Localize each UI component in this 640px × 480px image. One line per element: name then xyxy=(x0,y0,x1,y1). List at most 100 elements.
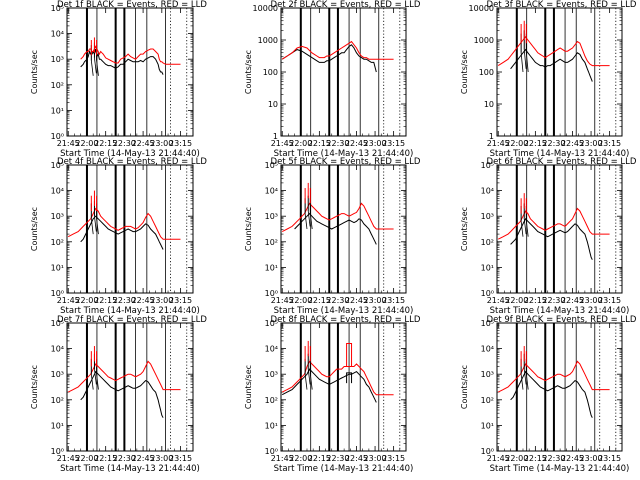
x-axis-label: Start Time (14-May-13 21:44:40) xyxy=(60,464,200,474)
plot-frame xyxy=(66,164,194,294)
y-tick-label: 10² xyxy=(481,238,494,247)
x-tick-label: 23:15 xyxy=(598,454,621,463)
x-tick-label: 23:15 xyxy=(382,296,405,305)
x-tick-label: 22:30 xyxy=(113,296,136,305)
x-tick-label: 22:45 xyxy=(132,454,155,463)
plot-frame xyxy=(280,7,407,137)
y-tick-label: 100 xyxy=(263,68,278,77)
spike-decay-events xyxy=(307,369,311,385)
x-tick-label: 22:45 xyxy=(561,454,584,463)
x-axis-label: Start Time (14-May-13 21:44:40) xyxy=(274,149,414,159)
x-tick-label: 21:45 xyxy=(57,139,80,148)
y-tick-label: 10⁵ xyxy=(481,161,494,170)
x-tick-label: 22:45 xyxy=(345,454,368,463)
x-tick-label: 22:30 xyxy=(542,139,565,148)
spike-decay-events xyxy=(523,218,527,235)
x-tick-label: 21:45 xyxy=(487,296,510,305)
spike-decay-events xyxy=(94,369,97,385)
panel-title: Det 3f BLACK = Events, RED = LLD xyxy=(487,0,637,10)
plateau-events xyxy=(346,372,353,384)
plot-frame xyxy=(280,164,407,294)
panel-det8: Det 8f BLACK = Events, RED = LLD 10⁰ 10¹ 10… xyxy=(244,315,421,474)
y-tick-label: 1000 xyxy=(258,36,278,45)
x-tick-label: 21:45 xyxy=(271,139,294,148)
y-tick-label: 10³ xyxy=(265,370,278,379)
x-tick-label: 23:15 xyxy=(382,139,405,148)
x-tick-label: 22:15 xyxy=(524,139,547,148)
y-tick-label: 10⁴ xyxy=(265,345,278,354)
x-tick-label: 23:00 xyxy=(580,454,603,463)
y-tick-label: 10³ xyxy=(481,370,494,379)
x-tick-label: 22:15 xyxy=(308,296,331,305)
x-tick-label: 21:45 xyxy=(487,139,510,148)
y-tick-label: 10¹ xyxy=(265,263,278,272)
x-tick-label: 22:30 xyxy=(326,139,349,148)
y-axis-label: Counts/sec xyxy=(244,365,253,409)
panel-det2: Det 2f BLACK = Events, RED = LLD 1 10 100 10… xyxy=(244,0,421,159)
y-tick-label: 100 xyxy=(479,68,494,77)
y-tick-label: 10³ xyxy=(51,370,64,379)
x-tick-label: 22:15 xyxy=(308,454,331,463)
y-axis-label: Counts/sec xyxy=(244,50,253,94)
x-tick-label: 22:00 xyxy=(505,454,528,463)
plateau-lld xyxy=(346,342,353,367)
y-tick-label: 10¹ xyxy=(481,263,494,272)
y-tick-label: 10² xyxy=(265,396,278,405)
y-axis-label: Counts/sec xyxy=(30,207,39,251)
x-tick-label: 22:45 xyxy=(561,139,584,148)
plot-frame xyxy=(496,322,623,452)
x-tick-label: 22:15 xyxy=(524,454,547,463)
y-tick-label: 10 xyxy=(484,100,494,109)
plot-frame xyxy=(496,164,623,294)
x-tick-label: 21:45 xyxy=(57,296,80,305)
x-tick-label: 21:45 xyxy=(271,296,294,305)
spike-decay-events xyxy=(90,218,94,235)
y-axis-label: Counts/sec xyxy=(460,207,469,251)
plot-frame xyxy=(66,7,194,137)
plot-frame xyxy=(496,7,623,137)
y-tick-label: 10⁴ xyxy=(481,187,494,196)
x-axis-label: Start Time (14-May-13 21:44:40) xyxy=(274,464,414,474)
y-tick-label: 10⁰ xyxy=(51,289,64,298)
x-tick-label: 22:00 xyxy=(75,139,98,148)
y-tick-label: 10⁰ xyxy=(51,447,64,456)
y-tick-label: 10000 xyxy=(469,4,494,13)
spike-decay-events xyxy=(90,374,94,390)
x-tick-label: 22:30 xyxy=(326,454,349,463)
x-tick-label: 23:00 xyxy=(150,139,173,148)
y-tick-label: 10⁵ xyxy=(481,319,494,328)
x-tick-label: 22:30 xyxy=(113,454,136,463)
x-tick-label: 23:00 xyxy=(150,296,173,305)
spike-decay-events xyxy=(309,213,313,230)
x-tick-label: 23:00 xyxy=(364,139,387,148)
series-line-events xyxy=(281,368,377,403)
x-tick-label: 22:45 xyxy=(132,139,155,148)
y-tick-label: 10⁵ xyxy=(265,319,278,328)
y-tick-label: 10¹ xyxy=(51,106,64,115)
x-tick-label: 23:15 xyxy=(169,296,192,305)
x-axis-label: Start Time (14-May-13 21:44:40) xyxy=(490,464,630,474)
x-axis-label: Start Time (14-May-13 21:44:40) xyxy=(60,306,200,316)
y-tick-label: 10⁴ xyxy=(481,345,494,354)
y-tick-label: 10³ xyxy=(51,212,64,221)
x-tick-label: 23:00 xyxy=(364,296,387,305)
series-line-events xyxy=(281,44,377,73)
x-axis-label: Start Time (14-May-13 21:44:40) xyxy=(490,306,630,316)
x-tick-label: 22:30 xyxy=(542,454,565,463)
spike-decay-events xyxy=(96,60,99,76)
panel-title: Det 9f BLACK = Events, RED = LLD xyxy=(487,315,637,325)
panel-det1: Det 1f BLACK = Events, RED = LLD 10⁰ 10¹ 10… xyxy=(30,0,207,159)
spike-decay-events xyxy=(523,49,527,69)
spike-decay-events xyxy=(90,60,94,76)
spike-decay-events xyxy=(94,216,97,232)
y-tick-label: 10⁴ xyxy=(265,187,278,196)
y-tick-label: 10⁵ xyxy=(51,319,64,328)
panel-det7: Det 7f BLACK = Events, RED = LLD 10⁰ 10¹ 10… xyxy=(30,315,207,474)
x-tick-label: 22:45 xyxy=(132,296,155,305)
spike-decay-events xyxy=(520,374,524,390)
panel-det3: Det 3f BLACK = Events, RED = LLD 1 10 100 10… xyxy=(460,0,637,159)
y-tick-label: 10¹ xyxy=(51,421,64,430)
x-axis-label: Start Time (14-May-13 21:44:40) xyxy=(490,149,630,159)
y-axis-label: Counts/sec xyxy=(30,50,39,94)
panel-title: Det 8f BLACK = Events, RED = LLD xyxy=(271,315,421,325)
